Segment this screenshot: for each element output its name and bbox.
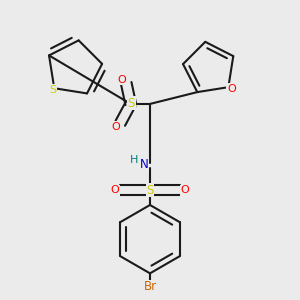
- Text: S: S: [49, 85, 56, 95]
- Text: O: O: [181, 185, 189, 195]
- Text: S: S: [146, 184, 154, 196]
- Text: O: O: [111, 122, 120, 132]
- Text: S: S: [128, 97, 135, 110]
- Text: O: O: [227, 84, 236, 94]
- Text: N: N: [140, 158, 148, 171]
- Text: O: O: [117, 75, 126, 85]
- Text: O: O: [111, 185, 119, 195]
- Text: H: H: [130, 155, 138, 165]
- Text: Br: Br: [143, 280, 157, 293]
